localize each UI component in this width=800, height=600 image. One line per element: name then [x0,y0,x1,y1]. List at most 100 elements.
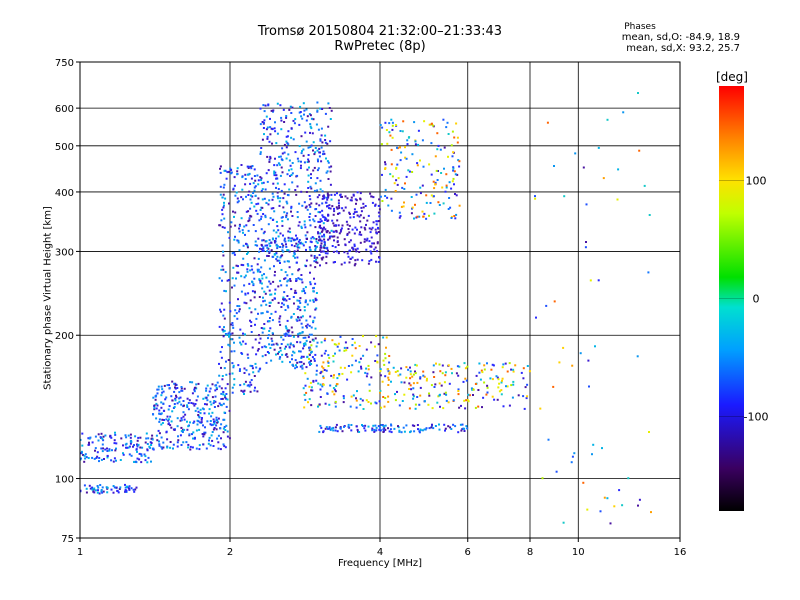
data-point [126,446,129,449]
data-point [394,399,397,402]
data-point [234,235,236,238]
data-point [224,394,226,397]
data-point [262,232,265,235]
data-point [453,215,456,217]
data-point [227,170,230,173]
data-point [496,376,499,379]
data-point [102,447,104,450]
data-point [266,285,269,288]
data-point [317,128,320,131]
data-point [368,389,371,392]
data-point [412,373,415,376]
data-point [360,365,362,368]
data-point [247,384,250,387]
data-point [300,160,302,163]
data-point [369,192,372,195]
data-point [156,404,159,407]
data-point [208,408,211,411]
data-point [508,404,511,407]
data-point [396,390,398,393]
data-point [191,433,193,436]
data-point [342,397,345,400]
data-point [404,182,406,185]
data-point [149,446,152,449]
data-point [229,333,232,336]
data-point [396,183,399,186]
data-point [232,188,235,191]
data-point [165,418,168,421]
data-point [193,404,196,407]
data-point [322,367,325,370]
data-point [338,232,341,235]
data-point [224,446,227,449]
data-point [253,375,256,377]
data-point [292,238,295,241]
data-point [309,315,312,318]
data-point [80,450,83,453]
data-point [262,213,265,215]
data-point [421,429,424,432]
data-point [315,379,318,382]
data-point [183,404,185,407]
data-point [280,306,283,308]
data-point [323,339,326,342]
data-point [240,196,243,199]
data-point [202,443,205,446]
data-point [247,165,250,168]
data-point [112,491,115,494]
data-point [201,417,203,419]
data-point [268,280,271,283]
data-point [210,424,213,427]
data-point [337,199,340,202]
data-point [239,368,241,371]
data-point [246,270,249,273]
data-point [238,336,241,339]
data-point [505,385,507,388]
data-point [385,336,388,339]
data-point [343,366,346,369]
data-point [218,277,221,280]
data-point [354,359,357,362]
data-point [591,453,593,456]
data-point [275,237,277,240]
data-point [226,383,229,386]
y-tick-label: 100 [55,475,74,486]
data-point [290,326,293,329]
data-point [334,405,337,408]
data-point [362,206,365,209]
data-point [293,245,296,248]
data-point [396,163,399,166]
data-point [520,371,523,374]
data-point [621,504,624,507]
data-point [558,361,561,364]
data-point [265,172,268,175]
data-point [222,206,225,209]
data-point [315,345,318,348]
data-point [501,379,503,382]
y-tick-label: 600 [55,104,74,115]
data-point [390,148,393,151]
data-point [428,427,431,430]
data-point [483,381,486,384]
data-point [250,167,253,170]
data-point [272,229,275,232]
data-point [325,157,327,160]
data-point [130,454,133,457]
data-point [352,394,355,397]
data-point [93,491,96,494]
data-point [457,374,460,377]
data-point [402,426,405,429]
data-point [243,372,246,374]
data-point [269,157,272,160]
data-point [448,181,451,184]
data-point [309,340,312,343]
data-point [231,391,234,394]
data-point [226,279,229,282]
data-point [378,198,381,201]
data-point [264,292,267,295]
data-point [384,428,387,431]
data-point [319,188,322,191]
data-point [327,361,330,364]
data-point [155,407,158,410]
data-point [517,394,520,397]
